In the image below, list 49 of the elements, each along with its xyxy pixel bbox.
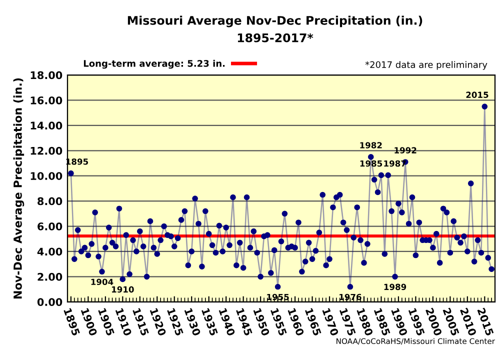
y-tick-label: 4.00 [37, 248, 62, 256]
annotation: 1904 [91, 278, 114, 286]
annotation: 1955 [267, 294, 289, 300]
y-tick-label: 6.00 [38, 222, 62, 230]
x-tick-label: 1905 [98, 308, 115, 336]
x-tick-label: 1915 [132, 308, 150, 336]
y-tick-label: 12.00 [30, 146, 62, 155]
x-tick-label: 1960 [288, 308, 304, 336]
y-tick-label: 10.00 [30, 172, 62, 180]
y-tick-label: 14.00 [30, 122, 62, 130]
chart-subtitle: 1895-2017* [238, 33, 314, 42]
x-tick-label: 1965 [304, 308, 322, 336]
annotation: 2015 [466, 92, 488, 98]
chart-title: Missouri Average Nov-Dec Precipitation (in.) [128, 16, 422, 28]
x-tick-label: 2015 [477, 308, 494, 336]
x-tick-label: 2005 [442, 308, 460, 336]
x-tick-label: 1910 [115, 308, 132, 336]
x-tick-label: 1985 [374, 308, 391, 336]
x-tick-label: 1975 [339, 308, 356, 336]
x-tick-label: 1935 [201, 308, 218, 336]
x-tick-label: 1925 [166, 308, 184, 336]
x-tick-label: 1995 [408, 308, 425, 336]
text: *2017 data are preliminary [365, 61, 488, 70]
x-tick-label: 1940 [218, 308, 236, 336]
x-tick-label: 1920 [150, 308, 166, 336]
annotation: 1987 [384, 160, 406, 167]
x-tick-label: 1950 [253, 308, 270, 336]
y-tick-label: 8.00 [38, 197, 62, 206]
legend-label: Long-term average: 5.23 in. [84, 60, 225, 69]
y-tick-label: 18.00 [30, 71, 62, 80]
x-tick-label: 1980 [356, 308, 374, 336]
x-tick-label: 2010 [460, 308, 477, 336]
annotation: 1985 [360, 160, 382, 167]
x-tick-label: 1945 [236, 308, 253, 336]
x-tick-label: 1900 [80, 308, 98, 336]
annotation: 1976 [340, 294, 362, 300]
x-tick-label: 1990 [391, 308, 408, 336]
y-tick-label: 16.00 [30, 96, 62, 104]
x-tick-label: 2000 [425, 308, 442, 336]
y-axis-title: Nov-Dec Average Precipitation (in.) [13, 78, 24, 298]
x-tick-label: 1895 [64, 308, 80, 336]
annotation: 1989 [384, 284, 406, 290]
x-tick-label: 1930 [184, 308, 201, 336]
x-tick-label: 1970 [322, 308, 339, 336]
y-tick-label: 2.00 [38, 272, 62, 281]
x-tick-label: 1955 [270, 308, 288, 336]
annotation: 1910 [112, 286, 134, 293]
annotation: 1982 [360, 142, 382, 148]
y-tick-label: 0.00 [37, 298, 62, 306]
